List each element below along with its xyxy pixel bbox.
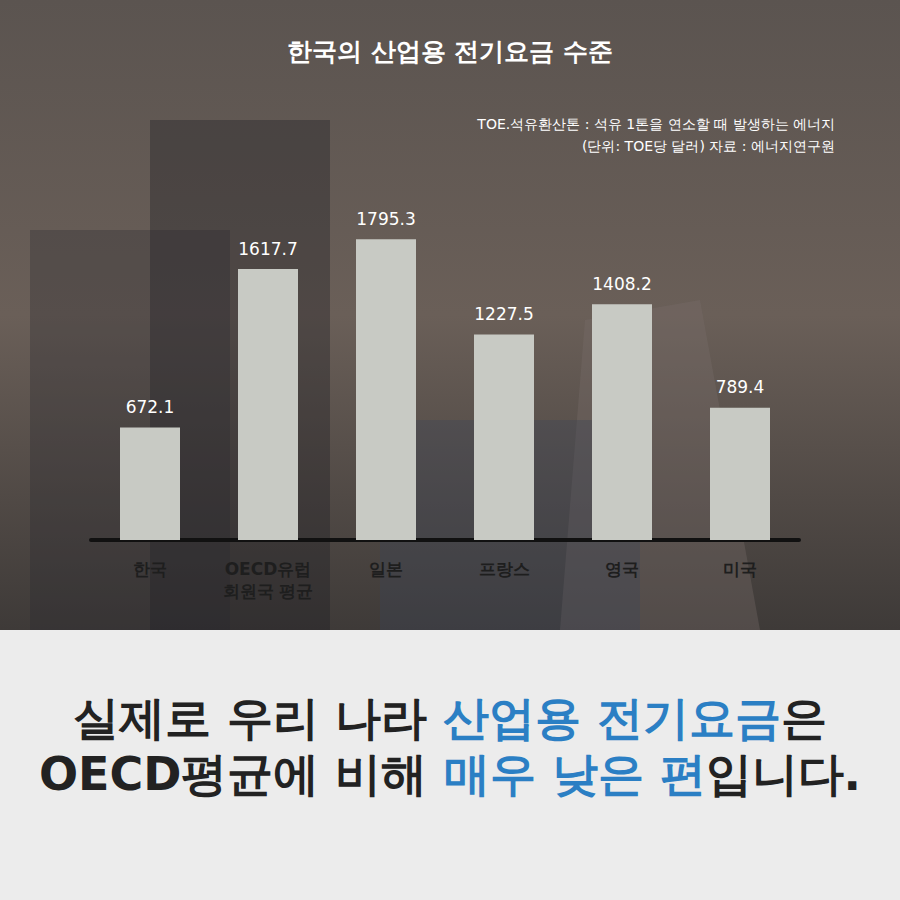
svg-text:OECD유럽: OECD유럽 — [225, 559, 312, 579]
svg-text:1617.7: 1617.7 — [238, 239, 297, 259]
svg-text:회원국 평균: 회원국 평균 — [223, 581, 314, 601]
svg-text:1227.5: 1227.5 — [474, 304, 533, 324]
svg-text:매우 낮은 편: 매우 낮은 편 — [443, 747, 705, 801]
svg-text:미국: 미국 — [723, 559, 757, 579]
svg-text:실제로 우리 나라: 실제로 우리 나라 — [73, 691, 443, 745]
svg-text:입니다.: 입니다. — [706, 747, 861, 801]
svg-text:1408.2: 1408.2 — [592, 274, 651, 294]
svg-text:프랑스: 프랑스 — [479, 559, 530, 579]
svg-text:영국: 영국 — [605, 559, 639, 579]
svg-text:789.4: 789.4 — [716, 377, 765, 397]
svg-text:672.1: 672.1 — [126, 397, 175, 417]
svg-text:은: 은 — [781, 691, 827, 745]
svg-text:일본: 일본 — [369, 559, 403, 579]
svg-text:산업용 전기요금: 산업용 전기요금 — [443, 691, 781, 745]
svg-text:한국: 한국 — [133, 559, 167, 579]
svg-text:한국의 산업용 전기요금 수준: 한국의 산업용 전기요금 수준 — [287, 37, 613, 66]
svg-text:OECD평균에 비해: OECD평균에 비해 — [39, 747, 444, 801]
svg-text:TOE.석유환산톤 : 석유 1톤을 연소할 때 발생하는: TOE.석유환산톤 : 석유 1톤을 연소할 때 발생하는 에너지 — [476, 116, 835, 132]
svg-text:1795.3: 1795.3 — [356, 209, 415, 229]
svg-text:(단위: TOE당 달러) 자료 : 에너지연구원: (단위: TOE당 달러) 자료 : 에너지연구원 — [582, 138, 835, 154]
